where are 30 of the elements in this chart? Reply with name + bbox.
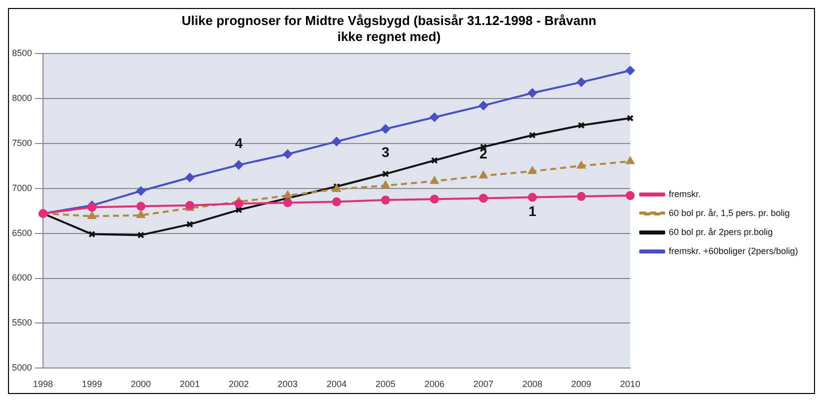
x-tick-label: 1998 — [33, 379, 54, 390]
x-tick-label: 2002 — [228, 379, 249, 390]
y-tick-label: 5000 — [12, 362, 32, 373]
annotation: 1 — [528, 203, 536, 220]
legend-label: fremskr. — [668, 188, 701, 199]
x-tick-label: 2008 — [522, 379, 542, 390]
y-tick-label: 7500 — [12, 138, 32, 148]
legend-label: 60 bol pr. år 2pers pr.bolig — [668, 226, 773, 237]
x-tick-label: 2005 — [376, 379, 396, 390]
x-tick-label: 2009 — [571, 379, 592, 390]
x-tick-label: 2010 — [620, 379, 640, 390]
legend-label: fremskr. +60boliger (2pers/bolig) — [668, 246, 798, 256]
annotation: 2 — [480, 146, 488, 162]
y-tick-label: 5500 — [12, 318, 32, 328]
y-tick-label: 6000 — [12, 272, 32, 283]
x-tick-label: 2003 — [278, 379, 298, 390]
x-tick-label: 2001 — [180, 379, 200, 390]
x-tick-label: 2004 — [326, 379, 347, 390]
y-tick-label: 8500 — [12, 48, 32, 58]
y-tick-label: 8000 — [12, 92, 32, 103]
x-tick-label: 1999 — [82, 379, 102, 390]
y-tick-label: 7000 — [12, 182, 32, 193]
x-tick-label: 2006 — [424, 379, 444, 390]
x-tick-label: 2007 — [473, 379, 494, 390]
chart-title: Ulike prognoser for Midtre Vågsbygd (basisår 31.12-1998 - Bråvann ikke regnet med) — [180, 13, 598, 45]
y-tick-label: 6500 — [12, 228, 32, 238]
legend-label: 60 bol pr. år, 1,5 pers. pr. bolig — [668, 208, 790, 218]
x-tick-label: 2000 — [130, 379, 151, 390]
annotation: 4 — [234, 134, 243, 151]
annotation: 3 — [382, 144, 390, 160]
